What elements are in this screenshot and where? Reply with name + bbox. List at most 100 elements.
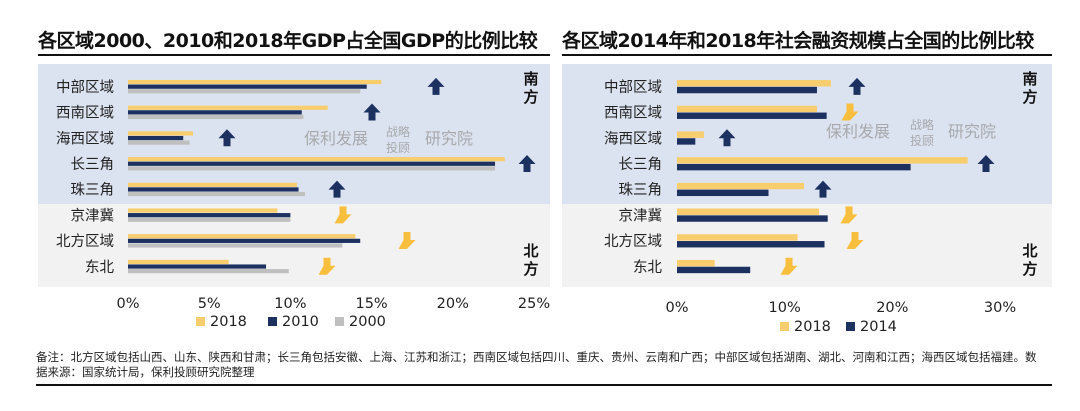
c1-watermark-small-2: 投顾: [386, 140, 410, 155]
c1-bar-2018: [128, 182, 297, 187]
c1-bar-2010: [128, 213, 291, 218]
c1-category-label: 京津冀: [71, 207, 115, 224]
c1-bar-2010: [128, 161, 496, 166]
chart2-title: 各区域2014年和2018年社会融资规模占全国的比例比较: [562, 30, 1034, 52]
c1-legend-label: 2000: [349, 314, 386, 330]
c2-bar-2018: [677, 105, 817, 113]
c1-category-label: 长三角: [71, 156, 115, 173]
c1-x-tick-label: 20%: [437, 296, 469, 312]
c2-category-label: 西南区域: [604, 105, 662, 122]
c1-bar-2018: [128, 157, 505, 162]
c1-bar-2018: [128, 234, 356, 239]
c1-category-label: 中部区域: [56, 79, 114, 96]
c2-up-arrow-icon: [977, 154, 995, 172]
c2-down-arrow-icon: [840, 206, 858, 224]
c1-bar-2000: [128, 191, 306, 197]
c2-legend-swatch: [780, 322, 789, 331]
c1-bar-2000: [128, 217, 291, 222]
c2-category-label: 长三角: [619, 156, 663, 173]
c1-bar-2010: [128, 135, 184, 141]
c2-down-arrow-icon: [846, 232, 864, 250]
c1-watermark-tail: 研究院: [425, 129, 473, 148]
c2-category-label: 北方区域: [604, 233, 662, 250]
c2-bar-2018: [677, 131, 704, 138]
c2-watermark-small-2: 投顾: [910, 133, 934, 148]
c2-legend-label: 2018: [794, 319, 831, 335]
c2-watermark-main: 保利发展: [826, 122, 890, 141]
c1-category-label: 海西区域: [56, 130, 114, 147]
c1-bar-2018: [128, 208, 278, 213]
footnote: 备注：北方区域包括山西、山东、陕西和甘肃；长三角包括安徽、上海、江苏和浙江；西南…: [36, 350, 1037, 379]
c2-category-label: 中部区域: [604, 79, 662, 96]
c1-bar-2010: [128, 264, 267, 269]
c1-category-label: 珠三角: [71, 182, 115, 199]
c1-bar-2018: [128, 105, 328, 110]
footnote-rule: [36, 384, 1052, 386]
c2-legend-label: 2014: [860, 319, 897, 335]
c2-bar-2014: [677, 86, 817, 94]
c1-category-label: 东北: [85, 259, 114, 276]
c2-category-label: 京津冀: [619, 207, 663, 224]
chart1-title-rule: [38, 54, 550, 56]
c2-down-arrow-icon: [780, 257, 798, 275]
c1-bar-2010: [128, 238, 361, 243]
c1-legend-swatch: [335, 317, 344, 326]
c2-down-arrow-icon: [841, 103, 859, 121]
c2-x-tick-label: 30%: [984, 300, 1016, 316]
c2-bar-2018: [677, 80, 831, 87]
c2-x-tick-label: 0%: [665, 300, 688, 316]
c2-bar-2014: [677, 189, 769, 197]
c1-bar-2000: [128, 140, 190, 145]
c1-x-tick-label: 25%: [518, 296, 550, 312]
c2-north-label-1: 北: [1022, 242, 1037, 260]
c1-legend-label: 2010: [282, 314, 319, 330]
c2-category-label: 海西区域: [604, 130, 662, 147]
c2-bar-2014: [677, 138, 696, 145]
c2-bar-2014: [677, 163, 911, 171]
c1-bar-2018: [128, 79, 382, 85]
c1-down-arrow-icon: [318, 257, 336, 275]
c2-x-tick-label: 20%: [876, 300, 908, 316]
c1-bar-2000: [128, 166, 496, 171]
c1-x-tick-label: 15%: [355, 296, 387, 312]
c1-legend-swatch: [268, 317, 277, 326]
c1-up-arrow-icon: [427, 77, 445, 95]
c1-bar-2010: [128, 110, 302, 115]
c2-south-label-2: 方: [1022, 88, 1037, 106]
c2-category-label: 东北: [633, 259, 662, 276]
c1-bar-2000: [128, 269, 289, 274]
c1-south-label-1: 南: [523, 70, 538, 88]
c2-category-label: 珠三角: [619, 182, 663, 199]
c1-watermark-small-1: 战略: [386, 124, 410, 139]
c1-bar-2000: [128, 243, 343, 248]
c2-up-arrow-icon: [718, 129, 736, 147]
c2-watermark-tail: 研究院: [948, 122, 996, 141]
c1-up-arrow-icon: [518, 154, 536, 172]
c1-x-tick-label: 0%: [116, 296, 139, 312]
c2-up-arrow-icon: [848, 77, 866, 95]
c1-south-label-2: 方: [523, 88, 538, 106]
c1-legend-label: 2018: [210, 314, 247, 330]
chart2-title-rule: [562, 54, 1052, 56]
c2-bar-2014: [677, 112, 827, 119]
c1-bar-2010: [128, 84, 367, 89]
c1-bar-2018: [128, 131, 193, 136]
c2-north-label-2: 方: [1022, 260, 1037, 278]
chart1-title: 各区域2000、2010和2018年GDP占全国GDP的比例比较: [38, 30, 538, 52]
c1-category-label: 西南区域: [56, 105, 114, 122]
c1-up-arrow-icon: [363, 103, 381, 121]
c2-bar-2018: [677, 259, 715, 267]
c2-bar-2018: [677, 208, 820, 215]
c1-down-arrow-icon: [398, 232, 416, 250]
c1-up-arrow-icon: [218, 129, 236, 147]
c1-up-arrow-icon: [328, 180, 346, 198]
c1-north-label-1: 北: [523, 242, 538, 260]
c1-category-label: 北方区域: [56, 233, 114, 250]
c2-x-tick-label: 10%: [769, 300, 801, 316]
c1-north-label-2: 方: [523, 260, 538, 278]
c2-up-arrow-icon: [814, 180, 832, 198]
c2-bar-2014: [677, 266, 751, 274]
c2-bar-2018: [677, 182, 805, 190]
c1-bar-2010: [128, 187, 299, 192]
